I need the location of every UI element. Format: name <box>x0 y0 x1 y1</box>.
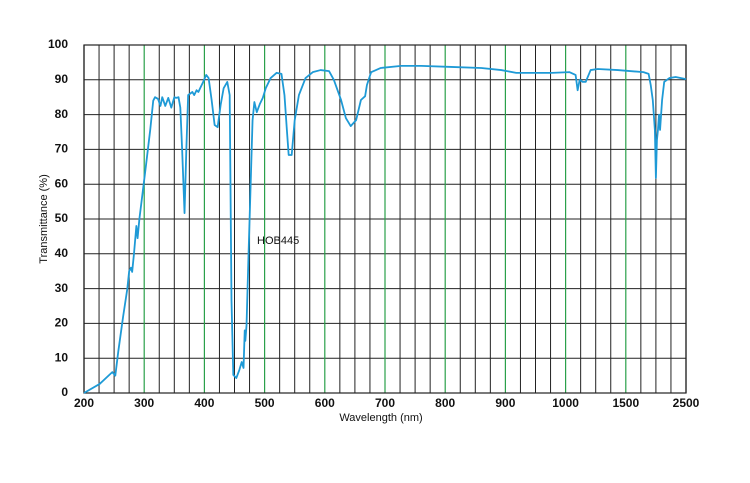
y-tick-label: 100 <box>48 37 68 51</box>
annotation: HOB445 <box>257 235 299 247</box>
x-tick-label: 300 <box>134 396 154 410</box>
y-axis-label: Transmittance (%) <box>38 174 50 263</box>
transmittance-line <box>83 64 687 394</box>
plot-border <box>83 44 687 394</box>
x-tick-label: 700 <box>375 396 395 410</box>
x-tick-label: 1000 <box>552 396 579 410</box>
y-tick-label: 10 <box>55 350 69 364</box>
x-tick-label: 1500 <box>612 396 639 410</box>
y-tick-label: 30 <box>55 281 69 295</box>
y-tick-label: 90 <box>55 72 69 86</box>
x-tick-label: 600 <box>315 396 335 410</box>
y-tick-label: 50 <box>55 211 69 225</box>
x-tick-label: 900 <box>495 396 515 410</box>
y-tick-label: 0 <box>61 385 68 399</box>
x-tick-label: 800 <box>435 396 455 410</box>
y-tick-label: 80 <box>55 107 69 121</box>
y-tick-label: 60 <box>55 176 69 190</box>
y-tick-label: 70 <box>55 142 69 156</box>
x-tick-label: 2500 <box>673 396 700 410</box>
y-tick-label: 20 <box>55 316 69 330</box>
x-tick-label: 200 <box>74 396 94 410</box>
y-tick-label: 40 <box>55 246 69 260</box>
x-axis-label: Wavelength (nm) <box>339 412 422 424</box>
x-tick-label: 500 <box>255 396 275 410</box>
x-tick-label: 400 <box>194 396 214 410</box>
